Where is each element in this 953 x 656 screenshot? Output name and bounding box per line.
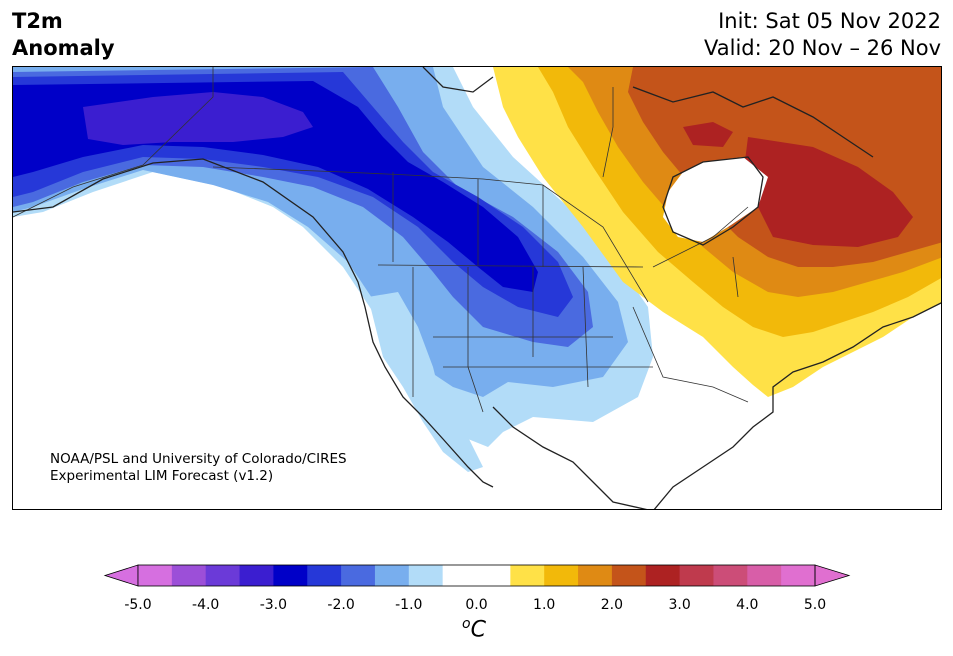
warm-region-3c [743,137,913,247]
map-title-line2: Anomaly [12,36,115,60]
colorbar-tick-label: -2.0 [327,597,355,613]
cold-pocket-sw [368,292,483,472]
unit-superscript: o [462,616,471,632]
colorbar-cell [544,565,579,586]
colorbar-tick-label: 2.0 [600,597,624,613]
colorbar-cell [138,565,173,586]
colorbar-cell [374,565,410,586]
colorbar-cell [307,565,342,586]
colorbar-over-arrow [814,564,851,587]
map-title-line1: T2m [12,9,63,33]
map-title: T2m Anomaly [12,8,115,62]
cold-region-3-5c [83,92,313,145]
warm-region-3c-north [683,122,733,147]
colorbar-frame [137,564,816,587]
colorbar-cell [713,565,748,586]
colorbar-cell [273,565,308,586]
colorbar-tick-label: -4.0 [192,597,220,613]
colorbar-tick-label: 0.0 [465,597,488,613]
colorbar-cell [781,565,816,586]
colorbar-unit-label: oC [462,616,486,642]
colorbar-tick-label: -1.0 [395,597,423,613]
unit-main: C [470,617,486,643]
political-boundaries [13,67,749,413]
colorbar-cell [578,565,613,586]
colorbar-tick-label: -5.0 [124,597,152,613]
colorbar-cell [476,565,511,586]
valid-date: Valid: 20 Nov – 26 Nov [704,36,941,60]
colorbar-cell [442,565,477,586]
colorbar-cell [679,565,714,586]
credit-line2: Experimental LIM Forecast (v1.2) [50,468,274,484]
colorbar-tick-label: 3.0 [668,597,691,613]
credit-line1: NOAA/PSL and University of Colorado/CIRE… [50,451,347,467]
anomaly-map: NOAA/PSL and University of Colorado/CIRE… [12,66,942,510]
colorbar-cell [408,565,444,586]
colorbar-cell [645,565,681,586]
colorbar-cell [171,565,207,586]
colorbar-tick-label: 5.0 [803,597,827,613]
hudson-bay [663,157,768,242]
colorbar-cell [510,565,545,586]
colorbar-cell [611,565,647,586]
colorbar-tick-label: -3.0 [259,597,288,613]
colorbar-tick-label: 1.0 [533,597,556,613]
colorbar-cell [341,565,376,586]
colorbar-cell [747,565,782,586]
coastlines [13,67,941,509]
anomaly-map-svg [13,67,941,509]
map-credit: NOAA/PSL and University of Colorado/CIRE… [50,451,347,485]
init-date: Init: Sat 05 Nov 2022 [718,9,941,33]
colorbar-under-arrow [103,564,139,587]
forecast-dates: Init: Sat 05 Nov 2022 Valid: 20 Nov – 26… [704,8,941,62]
colorbar-cell [239,565,274,586]
colorbar-tick-label: 4.0 [736,597,759,613]
colorbar-cell [205,565,241,586]
